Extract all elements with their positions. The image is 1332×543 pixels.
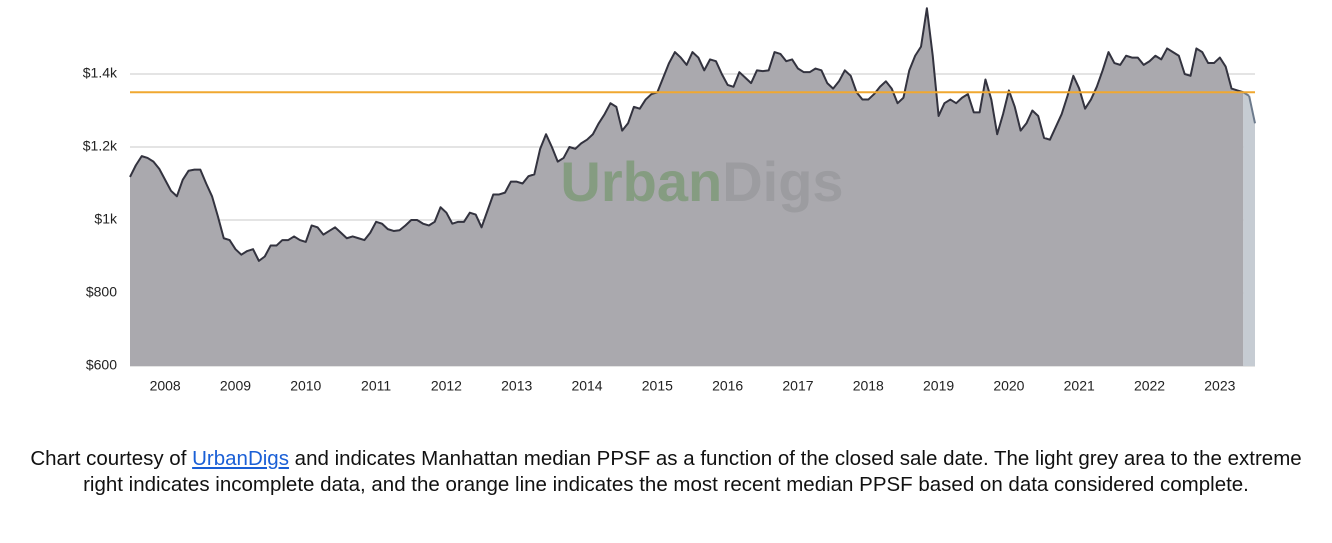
- area: [1243, 92, 1255, 366]
- line: [129, 7, 1244, 262]
- y-tick-label: $1k: [94, 211, 118, 227]
- watermark-part: Urban: [560, 150, 722, 213]
- y-tick-label: $800: [86, 284, 117, 300]
- caption-text: Chart courtesy of: [30, 447, 193, 470]
- x-tick-label: 2020: [993, 378, 1024, 394]
- chart: $600 $800 $1k $1.2k $1.4k UrbanDigs 2008 2009 20…: [83, 7, 1256, 394]
- x-tick-label: 2008: [150, 378, 181, 394]
- x-tick-label: 2016: [712, 378, 743, 394]
- x-tick-label: 2023: [1204, 378, 1235, 394]
- y-tick-label: $600: [86, 357, 117, 373]
- x-tick-label: 2015: [642, 378, 673, 394]
- x-tick-label: 2009: [220, 378, 251, 394]
- x-tick-label: 2021: [1064, 378, 1095, 394]
- x-tick-label: 2012: [431, 378, 462, 394]
- caption: Chart courtesy of UrbanDigs and indicate…: [10, 446, 1322, 498]
- x-tick-label: 2011: [361, 378, 391, 394]
- caption-link[interactable]: UrbanDigs: [192, 447, 289, 470]
- y-tick-label: $1.4k: [83, 65, 118, 81]
- x-tick-label: 2010: [290, 378, 321, 394]
- x-tick-label: 2017: [782, 378, 813, 394]
- watermark: UrbanDigs: [560, 150, 843, 213]
- line: [1248, 95, 1256, 124]
- x-tick-label: 2014: [571, 378, 602, 394]
- x-tick-label: 2013: [501, 378, 532, 394]
- x-tick-label: 2018: [853, 378, 884, 394]
- x-tick-label: 2022: [1134, 378, 1165, 394]
- watermark-part: Digs: [722, 150, 843, 213]
- area: [130, 8, 1244, 367]
- x-tick-label: 2019: [923, 378, 954, 394]
- caption-text: and indicates Manhattan median PPSF as a…: [83, 447, 1302, 496]
- y-tick-label: $1.2k: [83, 138, 118, 154]
